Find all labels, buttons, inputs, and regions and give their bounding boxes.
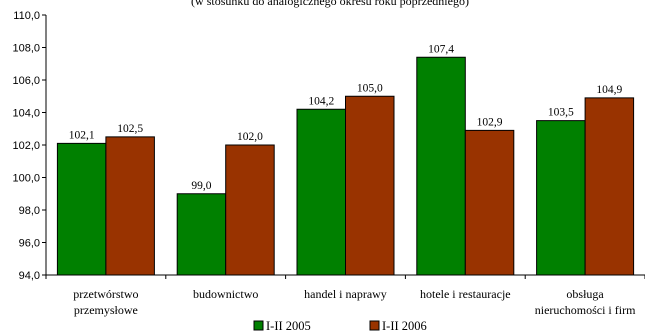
category-label: handel i naprawy <box>304 287 387 301</box>
chart-category-labels: przetwórstwo przemysłowe budownictwo handel… <box>73 287 636 317</box>
category-label: hotele i restauracje <box>420 287 511 301</box>
chart-legend: I-II 2005 I-II 2006 <box>253 319 427 333</box>
y-tick-label: 94,0 <box>19 270 40 282</box>
legend-label: I-II 2006 <box>382 319 427 333</box>
bar-series2 <box>464 129 515 276</box>
bar-series1 <box>536 120 586 276</box>
bar-series2 <box>225 144 275 276</box>
legend-swatch <box>253 320 264 331</box>
chart-title: (w stosunku do analogicznego okresu roku… <box>191 0 469 8</box>
y-tick-label: 96,0 <box>19 238 40 250</box>
bar-series2 <box>584 97 635 276</box>
chart-bars <box>56 56 635 276</box>
legend-swatch <box>369 320 380 331</box>
y-tick-label: 104,0 <box>12 108 40 120</box>
y-tick-label: 102,0 <box>12 140 40 152</box>
y-tick-label: 108,0 <box>12 43 40 55</box>
category-label: obsługa nieruchomości i firm <box>535 287 636 317</box>
chart-data-labels: 102,1 102,5 99,0 102,0 104,2 105,0 107,4 102,9 1… <box>69 43 623 192</box>
bar-value-label: 104,9 <box>596 84 622 96</box>
bar-value-label: 99,0 <box>191 180 211 192</box>
bar-value-label: 104,2 <box>308 95 334 107</box>
legend-label: I-II 2005 <box>266 319 311 333</box>
category-label: budownictwo <box>193 287 258 301</box>
bar-series2 <box>105 136 155 276</box>
y-tick-label: 110,0 <box>13 10 40 22</box>
bar-value-label: 102,0 <box>237 131 263 143</box>
bar-series1 <box>296 108 346 276</box>
bar-value-label: 102,5 <box>117 123 143 135</box>
bar-value-label: 105,0 <box>357 82 383 94</box>
bar-series2 <box>345 95 395 276</box>
bar-value-label: 102,1 <box>69 129 95 141</box>
y-tick-label: 106,0 <box>12 75 40 87</box>
category-label: przetwórstwo przemysłowe <box>73 287 138 317</box>
bar-value-label: 103,5 <box>548 107 574 119</box>
bar-series1 <box>176 193 227 276</box>
bar-value-label: 107,4 <box>428 43 454 55</box>
bar-series1 <box>56 142 107 276</box>
y-tick-label: 100,0 <box>12 173 40 185</box>
y-tick-label: 98,0 <box>19 205 40 217</box>
bar-series1 <box>416 56 466 276</box>
bar-value-label: 102,9 <box>477 116 503 128</box>
